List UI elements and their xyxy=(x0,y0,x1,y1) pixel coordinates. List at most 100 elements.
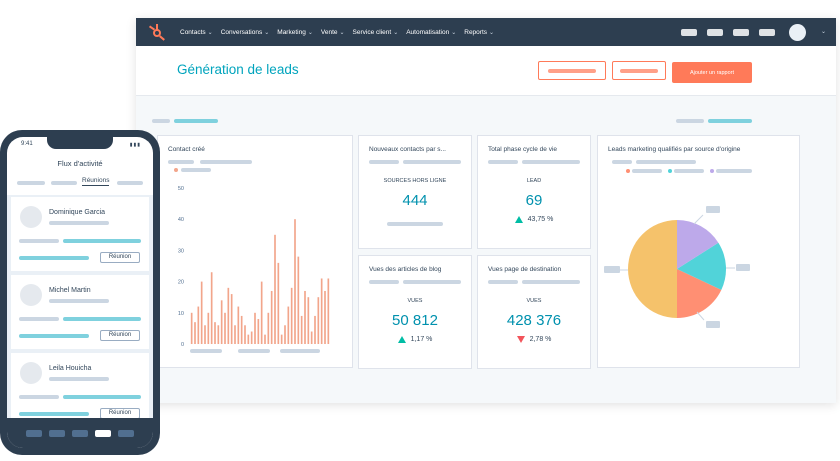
trend-up-icon xyxy=(514,216,523,223)
contact-card[interactable]: Dominique Garcia Réunion xyxy=(11,197,149,271)
bar-23 xyxy=(264,334,266,344)
contact-card[interactable]: Leila Houicha Réunion xyxy=(11,353,149,427)
text-placeholder xyxy=(19,317,59,321)
pie-label-placeholder xyxy=(706,321,720,328)
secondary-action-button[interactable] xyxy=(538,61,606,80)
pie-label-placeholder xyxy=(604,266,620,273)
kpi-value: 444 xyxy=(402,192,428,209)
status-bar-time: 9:41 xyxy=(21,141,33,147)
nav-item-label: Contacts xyxy=(180,28,206,36)
bar-37 xyxy=(310,331,313,344)
nav-utility-placeholder[interactable] xyxy=(707,28,723,36)
filter-placeholder[interactable] xyxy=(676,119,704,123)
chevron-down-icon: ⌄ xyxy=(264,29,270,36)
bar-15 xyxy=(237,306,240,344)
tab-meetings[interactable]: Réunions xyxy=(82,177,110,186)
nav-utility-placeholder[interactable] xyxy=(759,28,775,36)
bottom-nav-item[interactable] xyxy=(72,429,88,437)
chevron-down-icon: ⌄ xyxy=(339,29,345,36)
nav-utility-placeholder[interactable] xyxy=(681,28,697,36)
pie-slice-3 xyxy=(677,220,719,269)
tab-placeholder[interactable] xyxy=(17,181,45,185)
tab-placeholder[interactable] xyxy=(51,181,77,185)
filter-placeholder[interactable] xyxy=(152,119,170,123)
bar-29 xyxy=(284,325,286,344)
avatar xyxy=(20,284,42,306)
nav-item-contacts[interactable]: Contacts ⌄ xyxy=(180,29,213,36)
filter-placeholder[interactable] xyxy=(174,119,218,123)
text-placeholder xyxy=(522,160,580,164)
bar-6 xyxy=(207,312,210,344)
contact-card[interactable]: Michel Martin Réunion xyxy=(11,275,149,349)
kpi-change: 2,78 % xyxy=(478,336,590,343)
bottom-nav-item-active[interactable] xyxy=(95,429,111,437)
bar-10 xyxy=(220,300,223,344)
hubspot-logo-icon[interactable] xyxy=(148,23,166,41)
filter-placeholder[interactable] xyxy=(708,119,752,123)
nav-item-label: Automatisation xyxy=(406,28,450,36)
y-tick-label: 50 xyxy=(178,186,184,192)
meeting-button[interactable]: Réunion xyxy=(100,330,140,341)
status-bar-icons: ▮▮▮ xyxy=(129,142,141,148)
tab-placeholder[interactable] xyxy=(117,181,143,185)
pie-label-placeholder xyxy=(736,264,750,271)
chevron-down-icon: ⌄ xyxy=(393,29,399,36)
meeting-button[interactable]: Réunion xyxy=(100,252,140,263)
text-placeholder xyxy=(19,334,89,338)
pie-leader-line xyxy=(696,311,705,321)
mql-by-source-card: Leads marketing qualifiés par source d'o… xyxy=(597,135,800,368)
nav-item-marketing[interactable]: Marketing ⌄ xyxy=(277,29,313,36)
chevron-down-icon: ⌄ xyxy=(207,29,213,36)
bar-8 xyxy=(214,322,216,344)
card-title: Nouveaux contacts par s... xyxy=(369,146,446,153)
page-title: Génération de leads xyxy=(177,62,299,77)
bar-14 xyxy=(234,325,236,344)
axis-label-placeholder xyxy=(280,349,320,353)
bar-7 xyxy=(210,272,213,344)
nav-item-reports[interactable]: Reports ⌄ xyxy=(464,29,494,36)
legend-dot-icon xyxy=(668,169,672,173)
text-placeholder xyxy=(49,377,109,381)
bar-20 xyxy=(254,312,256,344)
text-placeholder xyxy=(403,280,461,284)
bar-5 xyxy=(204,325,206,344)
contact-name: Dominique Garcia xyxy=(49,209,106,216)
kpi-value: 69 xyxy=(525,192,543,209)
text-placeholder xyxy=(63,317,141,321)
bar-13 xyxy=(230,294,233,344)
nav-item-vente[interactable]: Vente ⌄ xyxy=(321,29,345,36)
bar-12 xyxy=(227,287,230,344)
text-placeholder xyxy=(200,160,252,164)
mql-pie-chart xyxy=(604,206,750,328)
nav-item-service-client[interactable]: Service client ⌄ xyxy=(353,29,399,36)
text-placeholder xyxy=(522,280,580,284)
card-title: Leads marketing qualifiés par source d'o… xyxy=(608,146,741,153)
mobile-phone-mockup: 9:41 ▮▮▮ Flux d'activité Réunions Domini… xyxy=(0,130,160,455)
phone-screen: 9:41 ▮▮▮ Flux d'activité Réunions Domini… xyxy=(7,137,153,448)
user-avatar[interactable] xyxy=(789,23,806,41)
add-report-button[interactable]: Ajouter un rapport xyxy=(672,62,752,83)
y-tick-label: 0 xyxy=(181,342,184,348)
nav-item-automatisation[interactable]: Automatisation ⌄ xyxy=(406,29,456,36)
kpi-label: VUES xyxy=(407,298,423,304)
bar-27 xyxy=(277,262,280,344)
legend-placeholder xyxy=(632,169,662,173)
kpi-value: 50 812 xyxy=(392,312,438,329)
pie-slice-1 xyxy=(677,269,722,318)
nav-utility-placeholder[interactable] xyxy=(733,28,749,36)
card-title: Total phase cycle de vie xyxy=(488,146,558,153)
contact-name: Leila Houicha xyxy=(49,365,92,372)
nav-item-label: Conversations xyxy=(220,28,263,36)
text-placeholder xyxy=(369,280,399,284)
secondary-action-button[interactable] xyxy=(612,61,666,80)
account-menu-chevron-icon[interactable]: ⌄ xyxy=(820,29,826,35)
pie-slice-0 xyxy=(628,220,677,318)
nav-item-conversations[interactable]: Conversations ⌄ xyxy=(221,29,270,36)
bottom-nav-item[interactable] xyxy=(118,429,134,437)
bottom-nav-item[interactable] xyxy=(26,429,42,437)
bar-41 xyxy=(324,290,326,344)
bottom-nav-item[interactable] xyxy=(49,429,65,437)
kpi-label: SOURCES HORS LIGNE xyxy=(383,178,447,184)
activity-tabs: Réunions xyxy=(7,177,153,191)
activity-feed-title: Flux d'activité xyxy=(57,159,103,168)
